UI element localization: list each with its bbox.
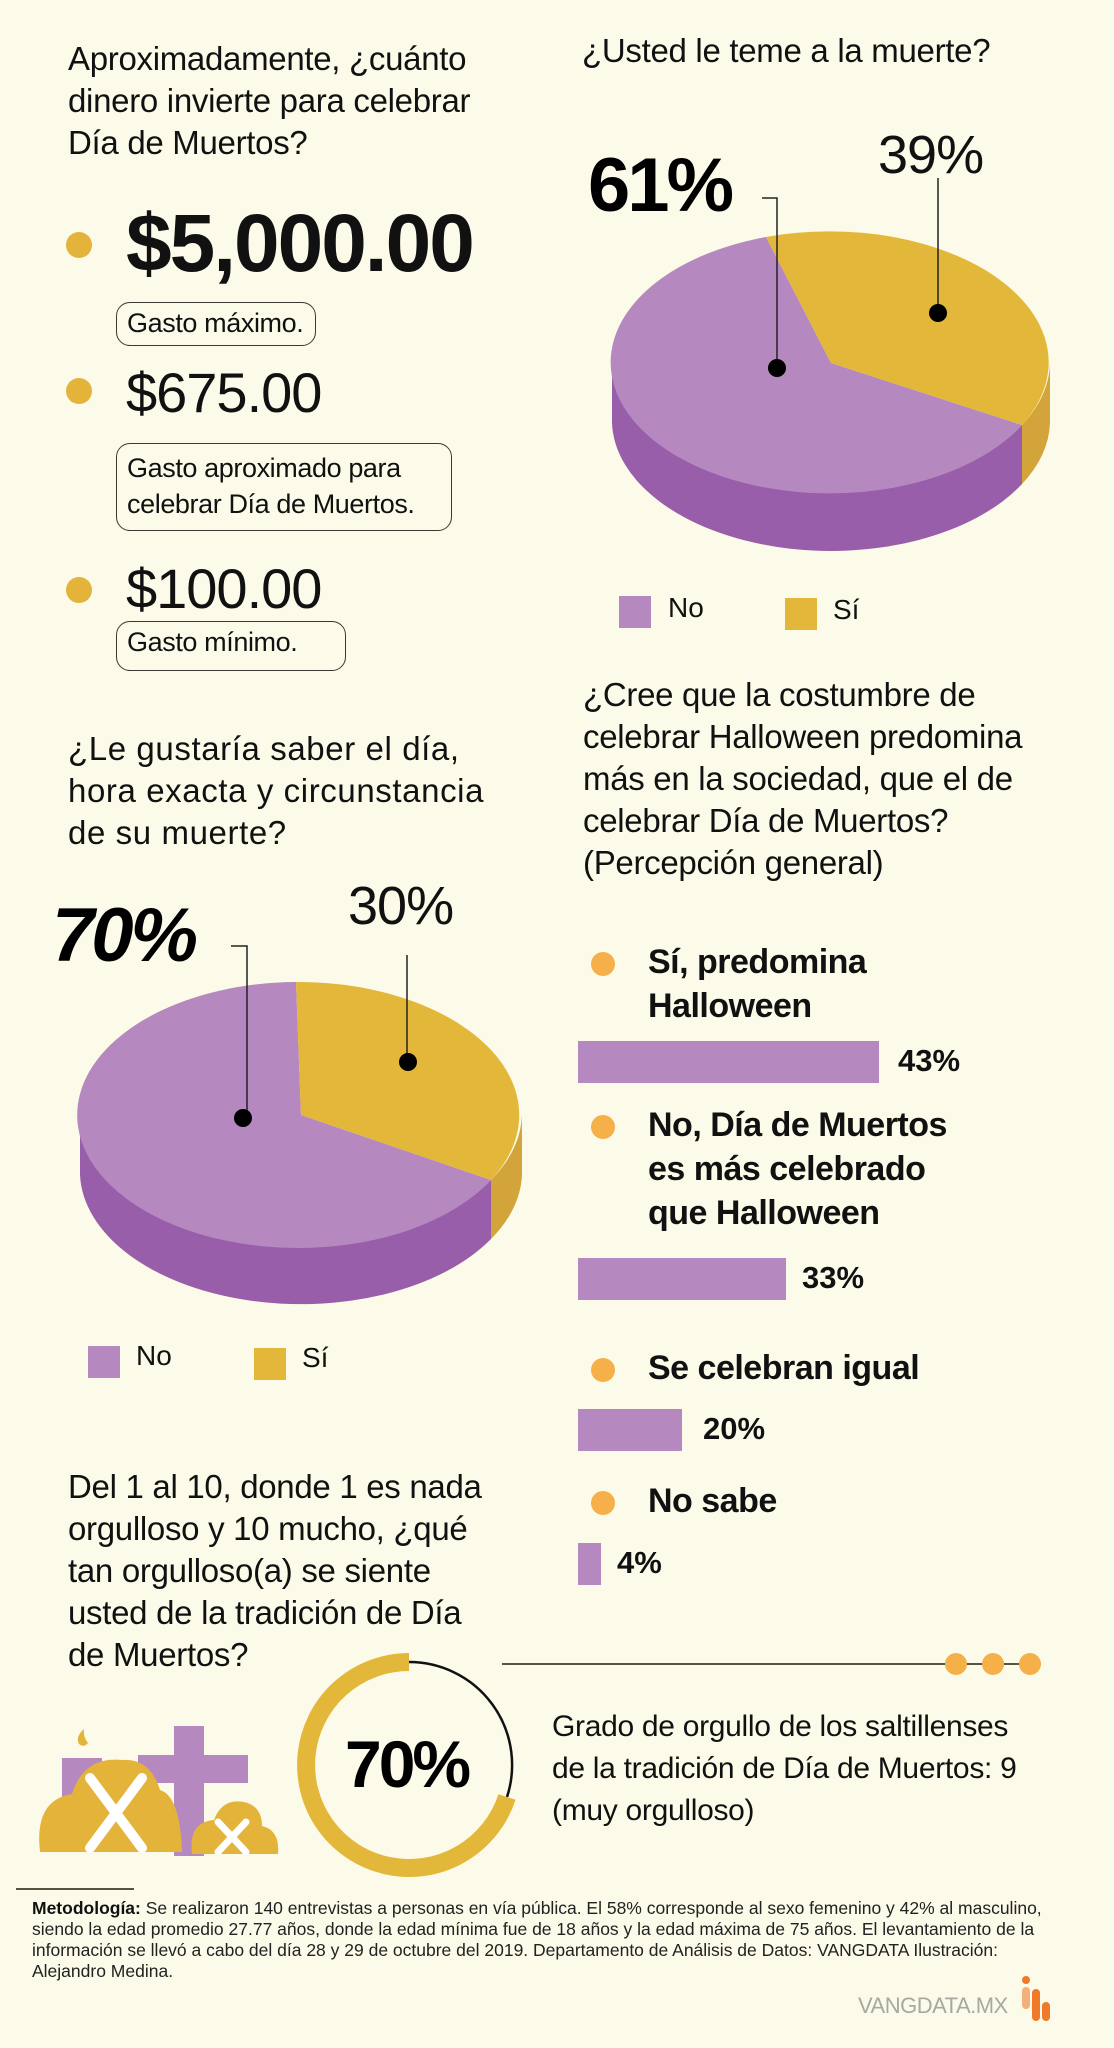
legend-label-no: No: [668, 592, 704, 623]
option-label-no-sabe: No sabe: [648, 1482, 777, 1520]
note-max: Gasto máximo.: [116, 302, 317, 346]
vangdata-logo-icon: [1022, 1976, 1050, 2021]
amount-max: $5,000.00: [126, 198, 475, 289]
legend-swatch-no: [88, 1346, 120, 1378]
brand-name: VANGDATA.MX: [858, 1993, 1008, 2018]
pride-question: Del 1 al 10, donde 1 es nada orgulloso y…: [68, 1468, 482, 1673]
pan-de-muerto-illustration: [39, 1726, 279, 1856]
bullet-icon: [591, 1358, 615, 1382]
dots-divider: [502, 1653, 1041, 1675]
bar-value-halloween: 43%: [898, 1043, 961, 1078]
option-label-igual: Se celebran igual: [648, 1349, 920, 1387]
know-death-pie-chart: [77, 945, 522, 1305]
fear-si-label: 39%: [878, 125, 984, 185]
bar-halloween: [578, 1041, 879, 1083]
bar-dia-muertos: [578, 1258, 786, 1300]
know-death-si-label: 30%: [348, 876, 454, 936]
bar-value-dia-muertos: 33%: [802, 1260, 865, 1295]
legend-swatch-no: [619, 596, 651, 628]
methodology-text: Se realizaron 140 entrevistas a personas…: [32, 1898, 1042, 1981]
pride-description: Grado de orgullo de los saltillenses de …: [552, 1710, 1017, 1827]
bullet-icon: [66, 577, 92, 603]
legend-swatch-si: [254, 1348, 286, 1380]
bullet-icon: [591, 1491, 615, 1515]
bullet-icon: [591, 952, 615, 976]
fear-no-label: 61%: [588, 143, 734, 228]
fear-pie-chart: [610, 178, 1050, 551]
know-death-no-label: 70%: [52, 893, 198, 978]
amount-average: $675.00: [126, 361, 322, 424]
bar-value-no-sabe: 4%: [617, 1545, 662, 1580]
bullet-icon: [591, 1115, 615, 1139]
fear-question: ¿Usted le teme a la muerte?: [582, 32, 991, 69]
spending-question: Aproximadamente, ¿cuánto dinero invierte…: [68, 40, 471, 161]
legend-swatch-si: [785, 598, 817, 630]
note-min: Gasto mínimo.: [116, 621, 346, 671]
methodology: Metodología: Se realizaron 140 entrevist…: [32, 1898, 1042, 1982]
know-death-question: ¿Le gustaría saber el día, hora exacta y…: [68, 730, 485, 851]
legend-label-no: No: [136, 1340, 172, 1371]
pride-donut-value: 70%: [345, 1727, 471, 1801]
option-label-halloween: Sí, predomina Halloween: [648, 943, 867, 1025]
bullet-icon: [66, 378, 92, 404]
bar-no-sabe: [578, 1543, 601, 1585]
bar-igual: [578, 1409, 682, 1451]
option-label-dia-muertos: No, Día de Muertos es más celebrado que …: [648, 1106, 947, 1232]
footer-rule: [16, 1888, 134, 1890]
note-average: Gasto aproximado para celebrar Día de Mu…: [116, 443, 452, 531]
methodology-label: Metodología:: [32, 1898, 141, 1918]
halloween-question: ¿Cree que la costumbre de celebrar Hallo…: [583, 676, 1023, 881]
legend-label-si: Sí: [833, 594, 860, 625]
pride-donut-chart: [297, 1653, 516, 1877]
bullet-icon: [66, 232, 92, 258]
legend-label-si: Sí: [302, 1342, 329, 1373]
bar-value-igual: 20%: [703, 1411, 766, 1446]
amount-min: $100.00: [126, 557, 322, 620]
